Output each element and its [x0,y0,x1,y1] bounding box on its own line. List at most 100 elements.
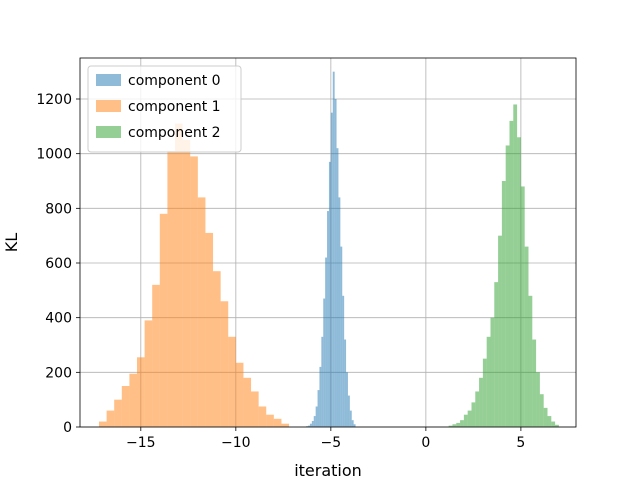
histogram-bar [340,246,343,427]
histogram-bar [205,232,214,427]
histogram-bar [311,420,314,427]
histogram-bar [342,295,345,427]
histogram-bar [251,391,259,427]
histogram-bar [353,424,356,427]
plot-frame [79,57,577,428]
histogram-bar [551,421,556,427]
histogram-bar [106,410,115,427]
histogram-bar [258,406,267,427]
histogram-bar [336,148,339,427]
legend-swatch [96,100,121,112]
histogram-bar [346,372,348,427]
legend-label: component 2 [128,125,221,141]
x-tick-label: −10 [221,435,251,451]
histogram-bar [448,425,453,427]
histogram-bar [144,320,153,427]
histogram-bar [517,137,521,427]
histogram-bar [532,339,537,427]
histogram-bar [528,295,533,427]
histogram-bar [175,123,183,427]
legend-box [87,65,242,153]
histogram-bar [539,394,544,427]
histogram-bar [543,407,548,427]
histogram-bar [319,366,322,427]
histogram-bar [475,391,480,427]
histogram-bar [152,284,160,427]
legend: component 0 component 1 component 2 [87,65,242,153]
legend-swatch [96,126,121,138]
histogram-bar [228,336,236,427]
histogram-bar [235,362,244,427]
histogram-bar [220,301,229,427]
histogram-bar [315,406,318,427]
histogram-bar [182,140,191,427]
legend-label: component 1 [128,99,221,115]
histogram-bar [327,211,329,427]
histogram-bar [129,373,138,427]
histogram-bar [452,424,457,427]
histogram-bar [349,410,352,427]
histogram-bar [486,336,491,427]
x-tick-label: 0 [421,435,430,451]
y-tick-label: 800 [45,201,72,217]
histogram-bar [213,271,221,427]
histogram-bar [308,425,310,427]
histogram-bar [167,150,176,427]
histogram-bar [456,422,461,427]
series-0-bars [306,71,356,428]
histogram-bar [547,416,552,427]
histogram-bar [338,197,341,427]
histogram-bar [471,402,476,427]
histogram-bar [313,416,316,427]
series-1-bars [99,123,290,427]
histogram-bar [513,104,518,427]
histogram-bar [137,357,145,427]
histogram-bar [306,426,309,427]
histogram-bars [99,71,559,428]
axis-ticks: −15 −10 −5 0 5 0 200 400 600 800 1000 1200 [36,92,525,451]
series-2-bars [448,104,559,427]
legend-label: component 0 [128,73,221,89]
histogram-bar [323,298,326,427]
histogram-bar [328,161,331,427]
histogram-bar [266,414,274,427]
histogram-bar [243,377,252,427]
histogram-bar [351,420,354,427]
x-tick-label: −15 [126,435,156,451]
histogram-bar [555,424,559,427]
histogram-bar [347,395,350,427]
histogram-bar [498,235,502,427]
y-axis-label: KL [2,233,21,252]
histogram-bar [321,336,324,427]
histogram-bar [121,386,130,427]
legend-swatch [96,74,121,86]
x-tick-label: 5 [516,435,525,451]
histogram-bar [114,399,122,427]
y-tick-label: 1200 [36,92,72,108]
histogram-bar [524,246,529,427]
histogram-bar [344,339,347,427]
y-tick-label: 200 [45,365,72,381]
y-tick-label: 0 [63,420,72,436]
histogram-bar [334,99,337,427]
histogram-bar [490,317,495,427]
histogram-bar [467,410,472,427]
histogram-bar [505,145,510,427]
histogram-bar [197,197,206,427]
histogram-bar [325,257,328,427]
y-tick-label: 1000 [36,147,72,163]
histogram-bar [190,156,198,427]
histogram-bar [460,420,464,427]
histogram-bar [494,282,499,427]
histogram-bar [99,421,107,427]
histogram-bar [330,112,333,428]
histogram-bar [159,213,168,427]
histogram-bar [482,358,487,427]
histogram-bar [509,120,514,427]
histogram-bar [520,186,525,427]
histogram-bar [501,181,506,427]
histogram-bar [281,423,290,427]
y-tick-label: 400 [45,311,72,327]
